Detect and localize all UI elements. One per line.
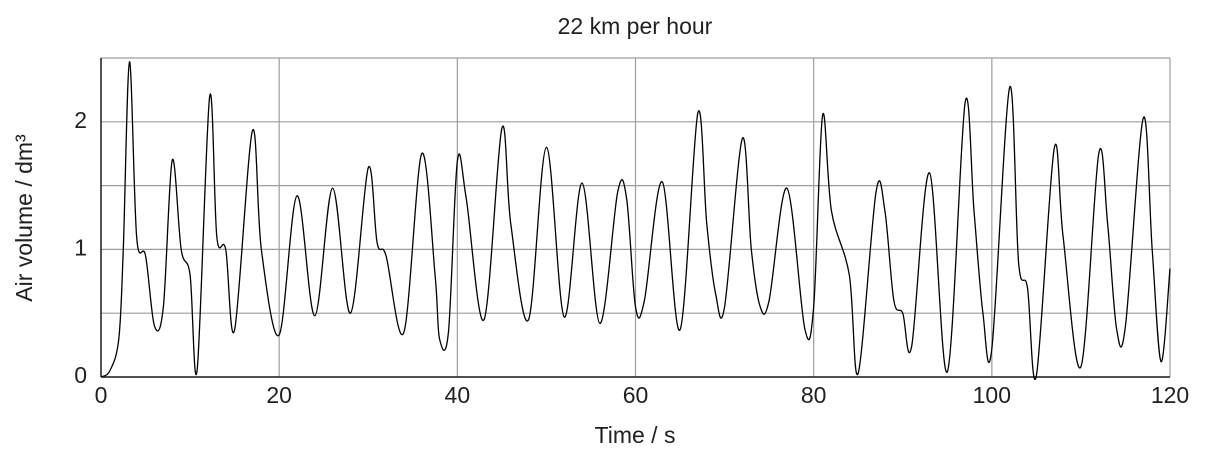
x-axis-label: Time / s	[595, 422, 676, 448]
y-axis-label: Air volume / dm³	[11, 134, 37, 302]
y-tick-label: 0	[74, 362, 87, 388]
x-tick-label: 40	[445, 382, 471, 408]
x-tick-label: 60	[623, 382, 649, 408]
data-line	[100, 61, 1171, 380]
x-tick-label: 20	[266, 382, 292, 408]
y-tick-label: 2	[74, 107, 87, 133]
chart-title: 22 km per hour	[558, 13, 713, 39]
y-tick-label: 1	[74, 234, 87, 260]
x-tick-label: 80	[801, 382, 827, 408]
x-tick-label: 120	[1151, 382, 1189, 408]
x-tick-label: 0	[95, 382, 108, 408]
x-tick-label: 100	[973, 382, 1011, 408]
